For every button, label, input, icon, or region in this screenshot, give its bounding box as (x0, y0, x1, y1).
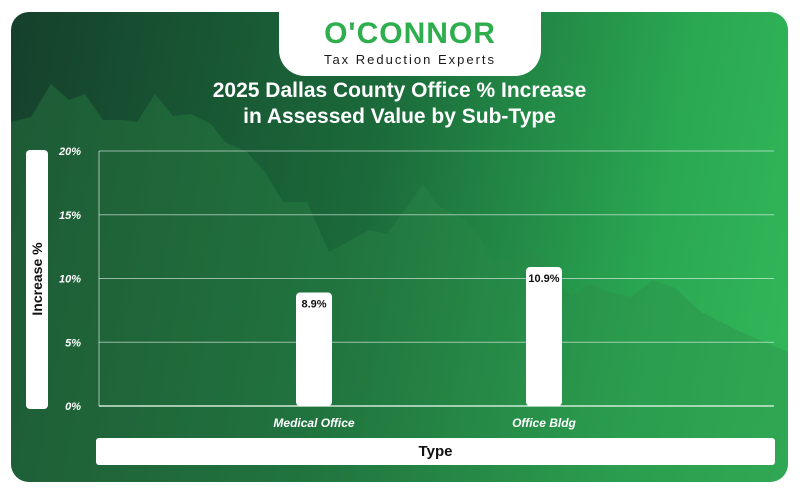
x-tick-label: Office Bldg (512, 416, 576, 430)
y-tick-label: 20% (58, 146, 81, 158)
x-tick-label: Medical Office (273, 416, 354, 430)
x-axis-label: Type (96, 438, 775, 465)
y-tick-label: 5% (65, 337, 81, 349)
bar (526, 267, 562, 406)
logo: O'CONNOR Tax Reduction Experts (279, 12, 541, 76)
y-tick-label: 15% (59, 210, 81, 222)
chart-title-line-1: 2025 Dallas County Office % Increase (212, 79, 587, 102)
y-tick-label: 0% (65, 401, 81, 413)
chart-title: 2025 Dallas County Office % Increase in … (11, 78, 788, 130)
data-label: 10.9% (528, 273, 559, 285)
chart-title-line-2: in Assessed Value by Sub-Type (243, 105, 556, 128)
bar-chart: 0% 5% 10% 15% 20% 8.9% Medical Office 10.9% Offi… (58, 146, 774, 430)
data-label: 8.9% (301, 299, 326, 311)
logo-tagline: Tax Reduction Experts (323, 52, 497, 67)
y-axis-label-box (26, 150, 48, 409)
bar (296, 292, 332, 406)
logo-wordmark: O'CONNOR (324, 17, 496, 50)
y-tick-label: 10% (59, 274, 81, 286)
chart-card: O'CONNOR Tax Reduction Experts 2025 Dall… (11, 12, 788, 482)
background-mountain-silhouette (11, 84, 788, 482)
